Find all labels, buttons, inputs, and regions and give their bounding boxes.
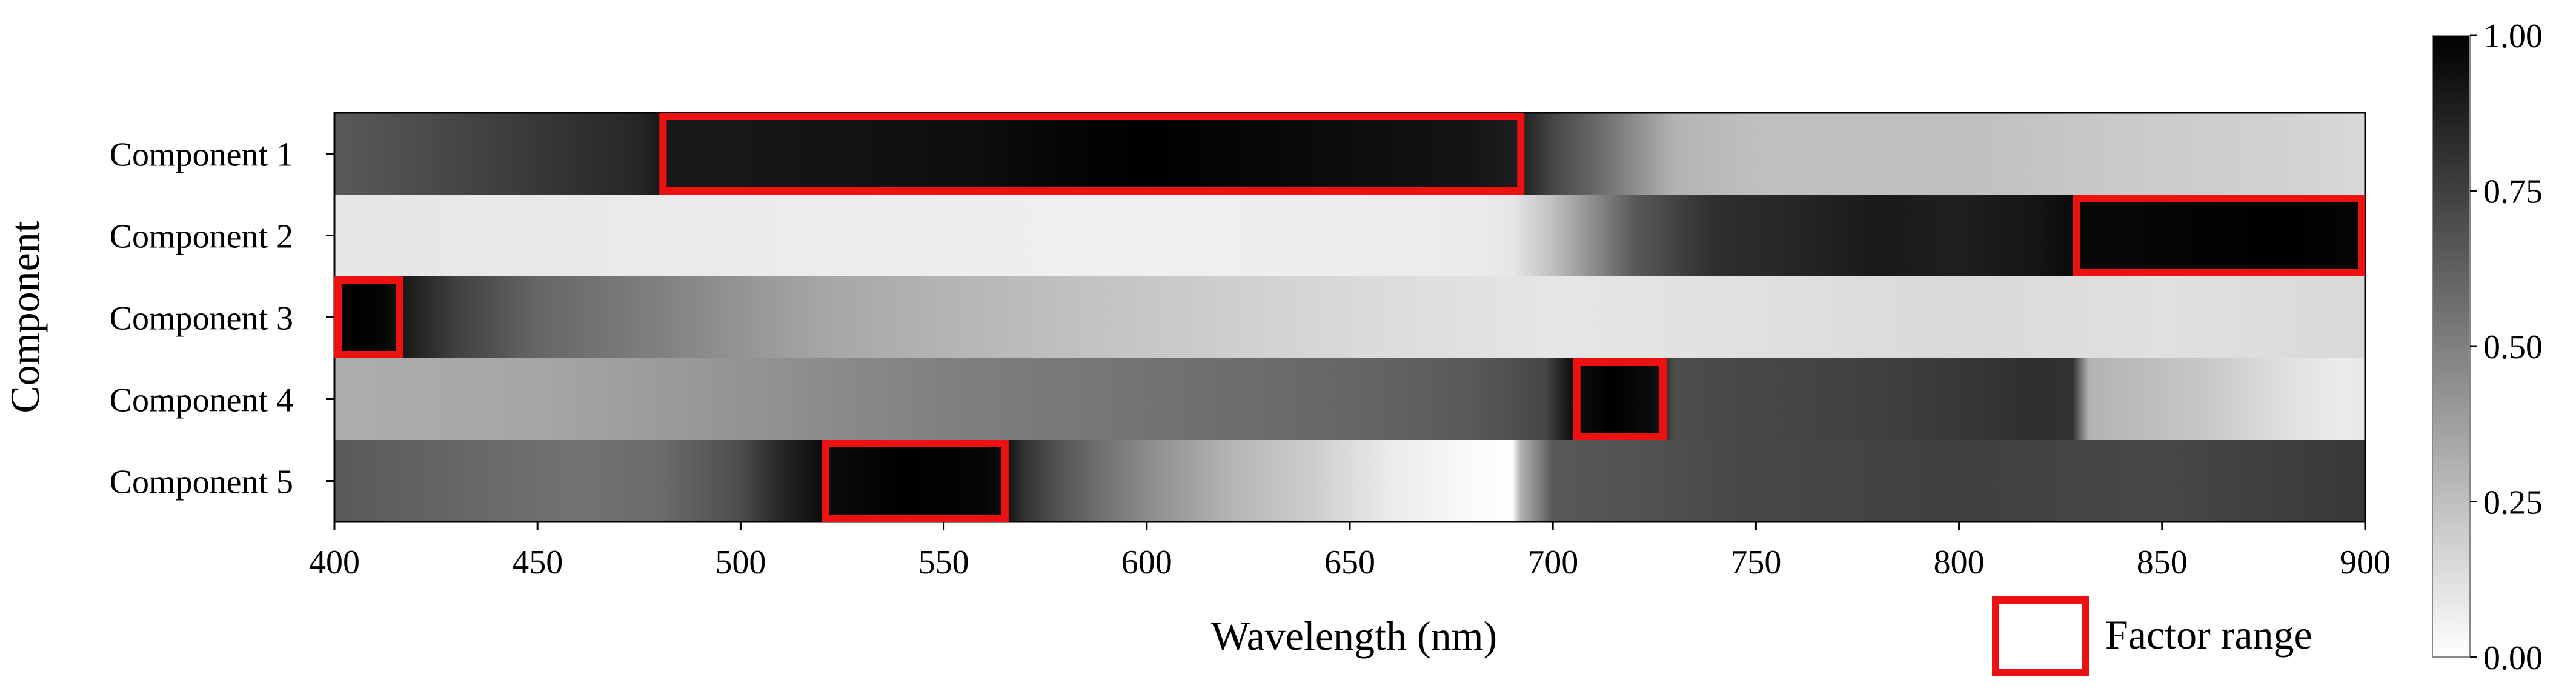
x-tick-label: 600 — [1121, 544, 1172, 581]
colorbar-tick-label: 0.50 — [2483, 329, 2543, 366]
x-tick-label: 450 — [512, 544, 563, 581]
factor-range-box — [1573, 358, 1667, 440]
x-tick-label: 400 — [309, 544, 360, 581]
legend-factor-range-label: Factor range — [2105, 612, 2312, 658]
x-tick-label: 700 — [1527, 544, 1578, 581]
x-tick-label: 850 — [2137, 544, 2188, 581]
y-axis-label: Component — [2, 221, 48, 413]
colorbar-ticks: 0.00 0.25 0.50 0.75 1.00 — [2470, 18, 2543, 677]
x-tick-label: 550 — [918, 544, 969, 581]
x-tick-label: 750 — [1730, 544, 1781, 581]
x-tick-label: 900 — [2340, 544, 2391, 581]
x-tick-label: 500 — [715, 544, 766, 581]
factor-range-boxes — [334, 113, 2365, 522]
heatmap-row — [334, 113, 2365, 195]
legend-factor-range-swatch — [1992, 596, 2089, 676]
y-tick-label: Component 5 — [110, 464, 293, 501]
legend: Factor range — [1992, 596, 2312, 676]
heatmap-row — [334, 358, 2365, 440]
factor-range-box — [822, 440, 1009, 522]
y-tick-label: Component 4 — [110, 382, 293, 419]
x-tick-label: 650 — [1324, 544, 1375, 581]
y-tick-label: Component 2 — [110, 218, 293, 256]
colorbar-tick-label: 1.00 — [2483, 18, 2543, 55]
x-axis-label: Wavelength (nm) — [1211, 613, 1497, 659]
factor-range-box — [334, 276, 403, 358]
x-axis: 400 450 500 550 600 650 700 750 800 850 900 — [309, 522, 2391, 581]
colorbar-tick-label: 0.25 — [2483, 484, 2543, 522]
colorbar-tick-label: 0.00 — [2483, 639, 2543, 677]
colorbar: 0.00 0.25 0.50 0.75 1.00 — [2432, 18, 2543, 677]
heatmap-rows — [334, 113, 2365, 522]
factor-range-box — [2073, 195, 2365, 276]
heatmap-row — [334, 276, 2365, 358]
heatmap-row — [334, 195, 2365, 276]
x-tick-label: 800 — [1934, 544, 1985, 581]
factor-range-box — [659, 113, 1525, 195]
colorbar-gradient — [2432, 35, 2471, 658]
heatmap-row — [334, 440, 2365, 522]
y-tick-label: Component 1 — [110, 136, 293, 174]
colorbar-tick-label: 0.75 — [2483, 173, 2543, 211]
y-tick-label: Component 3 — [110, 300, 293, 338]
y-axis: Component 1 Component 2 Component 3 Compone… — [110, 136, 334, 501]
